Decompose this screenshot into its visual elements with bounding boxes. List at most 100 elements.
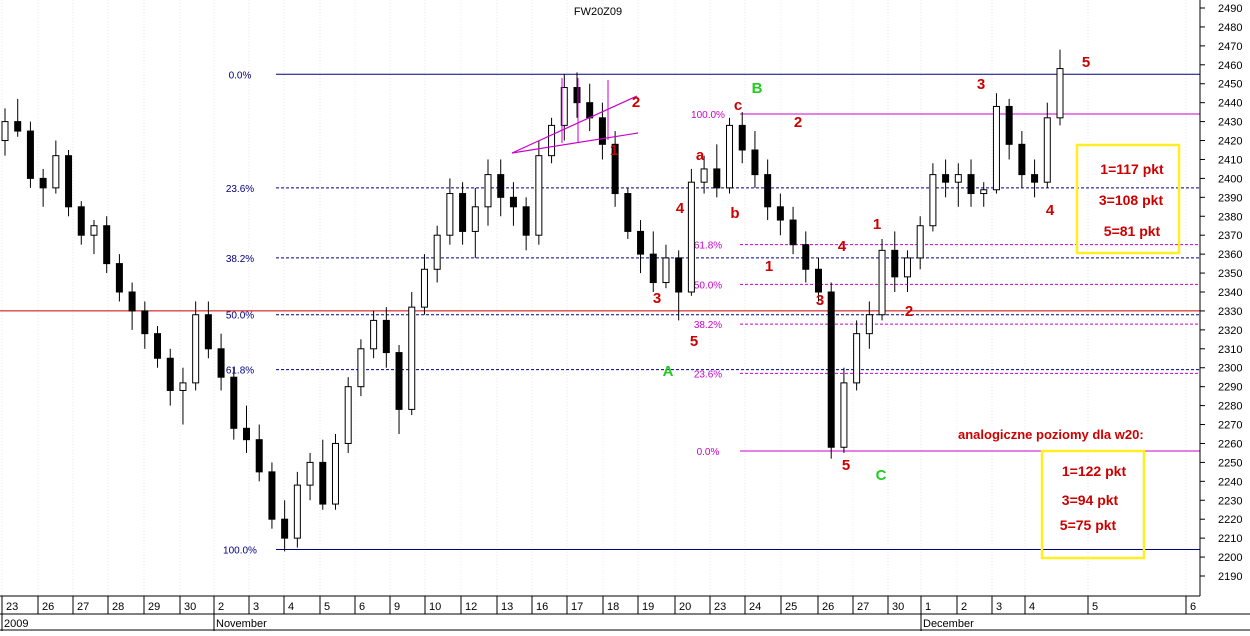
y-tick-label: 2210: [1218, 533, 1242, 545]
month-label: November: [216, 618, 267, 630]
candle-body: [243, 427, 251, 441]
candle-body: [980, 189, 988, 195]
y-tick-label: 2230: [1218, 495, 1242, 507]
x-tick-label: 3: [253, 601, 259, 613]
candle-body: [65, 155, 73, 208]
x-tick-label: 28: [112, 601, 124, 613]
x-tick-label: 3: [996, 601, 1002, 613]
candle-body: [52, 155, 60, 189]
x-tick-label: 4: [1029, 601, 1035, 613]
candle-body: [649, 253, 657, 284]
candle-body: [789, 219, 797, 246]
candle-body: [471, 206, 479, 232]
candle-body: [687, 181, 695, 293]
candle-body: [179, 382, 187, 391]
wave-label: 2: [794, 114, 802, 131]
candle-body: [573, 87, 581, 104]
candle-body: [141, 310, 149, 335]
candle-body: [637, 230, 645, 255]
x-tick-label: 16: [536, 601, 548, 613]
candle-body: [992, 105, 1000, 191]
y-tick-label: 2430: [1218, 117, 1242, 129]
candle-body: [344, 386, 352, 444]
candle-body: [814, 268, 822, 293]
candle-body: [662, 257, 670, 284]
candle-body: [954, 174, 962, 183]
candle-body: [319, 461, 327, 505]
candle-body: [459, 193, 467, 232]
x-tick-label: 29: [148, 601, 160, 613]
wave-label: A: [663, 363, 674, 380]
wave-label: 4: [1046, 202, 1055, 219]
candle-body: [1005, 105, 1013, 145]
candle-body: [255, 439, 263, 473]
x-tick-label: 2: [961, 601, 967, 613]
wave-label: 5: [842, 457, 850, 474]
candle-body: [166, 357, 174, 391]
y-tick-label: 2250: [1218, 457, 1242, 469]
candle-body: [192, 314, 200, 384]
x-tick-label: 23: [714, 601, 726, 613]
x-tick-label: 20: [679, 601, 691, 613]
annotation-caption: analogiczne poziomy dla w20:: [958, 427, 1144, 442]
candle-body: [764, 174, 772, 208]
candle-body: [306, 461, 314, 486]
candle-body: [598, 117, 606, 145]
y-tick-label: 2280: [1218, 401, 1242, 413]
x-tick-label: 23: [6, 601, 18, 613]
wave-label: C: [876, 467, 887, 484]
candle-body: [713, 168, 721, 189]
candle-body: [1043, 117, 1051, 183]
candle-body: [497, 174, 505, 198]
x-tick-label: 30: [892, 601, 904, 613]
candle-body: [865, 314, 873, 335]
x-tick-label: 2: [218, 601, 224, 613]
candle-body: [268, 471, 276, 520]
wave-label: b: [730, 205, 739, 222]
candle-body: [967, 174, 975, 195]
x-tick-label: 12: [465, 601, 477, 613]
wave-label: 5: [1082, 54, 1090, 71]
month-label: 2009: [4, 618, 28, 630]
candle-body: [77, 206, 85, 236]
x-tick-label: 19: [642, 601, 654, 613]
y-tick-label: 2220: [1218, 514, 1242, 526]
x-tick-label: 10: [429, 601, 441, 613]
wave-label: 3: [816, 292, 824, 309]
candle-body: [1018, 143, 1026, 176]
fib-label: 0.0%: [229, 70, 252, 81]
x-tick-label: 24: [749, 601, 761, 613]
y-tick-label: 2330: [1218, 306, 1242, 318]
x-tick-label: 27: [857, 601, 869, 613]
wave-label: 4: [838, 238, 847, 255]
candle-body: [408, 306, 416, 410]
candle-body: [903, 257, 911, 278]
candle-body: [90, 225, 98, 236]
candle-body: [1031, 174, 1039, 183]
y-tick-label: 2360: [1218, 249, 1242, 261]
candle-body: [891, 249, 899, 278]
x-tick-label: 9: [394, 601, 400, 613]
candle-body: [776, 206, 784, 221]
candle-body: [535, 155, 543, 236]
candle-body: [726, 124, 734, 189]
candle-body: [103, 225, 111, 265]
x-tick-label: 30: [184, 601, 196, 613]
candle-body: [154, 333, 162, 359]
wave-label: 5: [690, 333, 698, 350]
candle-body: [128, 291, 136, 312]
x-tick-label: 4: [288, 601, 294, 613]
y-tick-label: 2200: [1218, 552, 1242, 564]
wave-label: 1: [610, 142, 618, 159]
wave-label: B: [752, 80, 763, 97]
y-tick-label: 2480: [1218, 22, 1242, 34]
x-tick-label: 5: [1092, 601, 1098, 613]
wave-label: 2: [905, 303, 913, 320]
candle-body: [395, 352, 403, 410]
y-axis-ticks: 2190 2200 2210 2220 2230 2240 2250 2260 2270 2280…: [1200, 3, 1242, 583]
candle-body: [942, 174, 950, 183]
x-tick-label: 26: [42, 601, 54, 613]
candle-body: [738, 124, 746, 151]
annotation-box1-line3: 5=81 pkt: [1104, 223, 1161, 239]
